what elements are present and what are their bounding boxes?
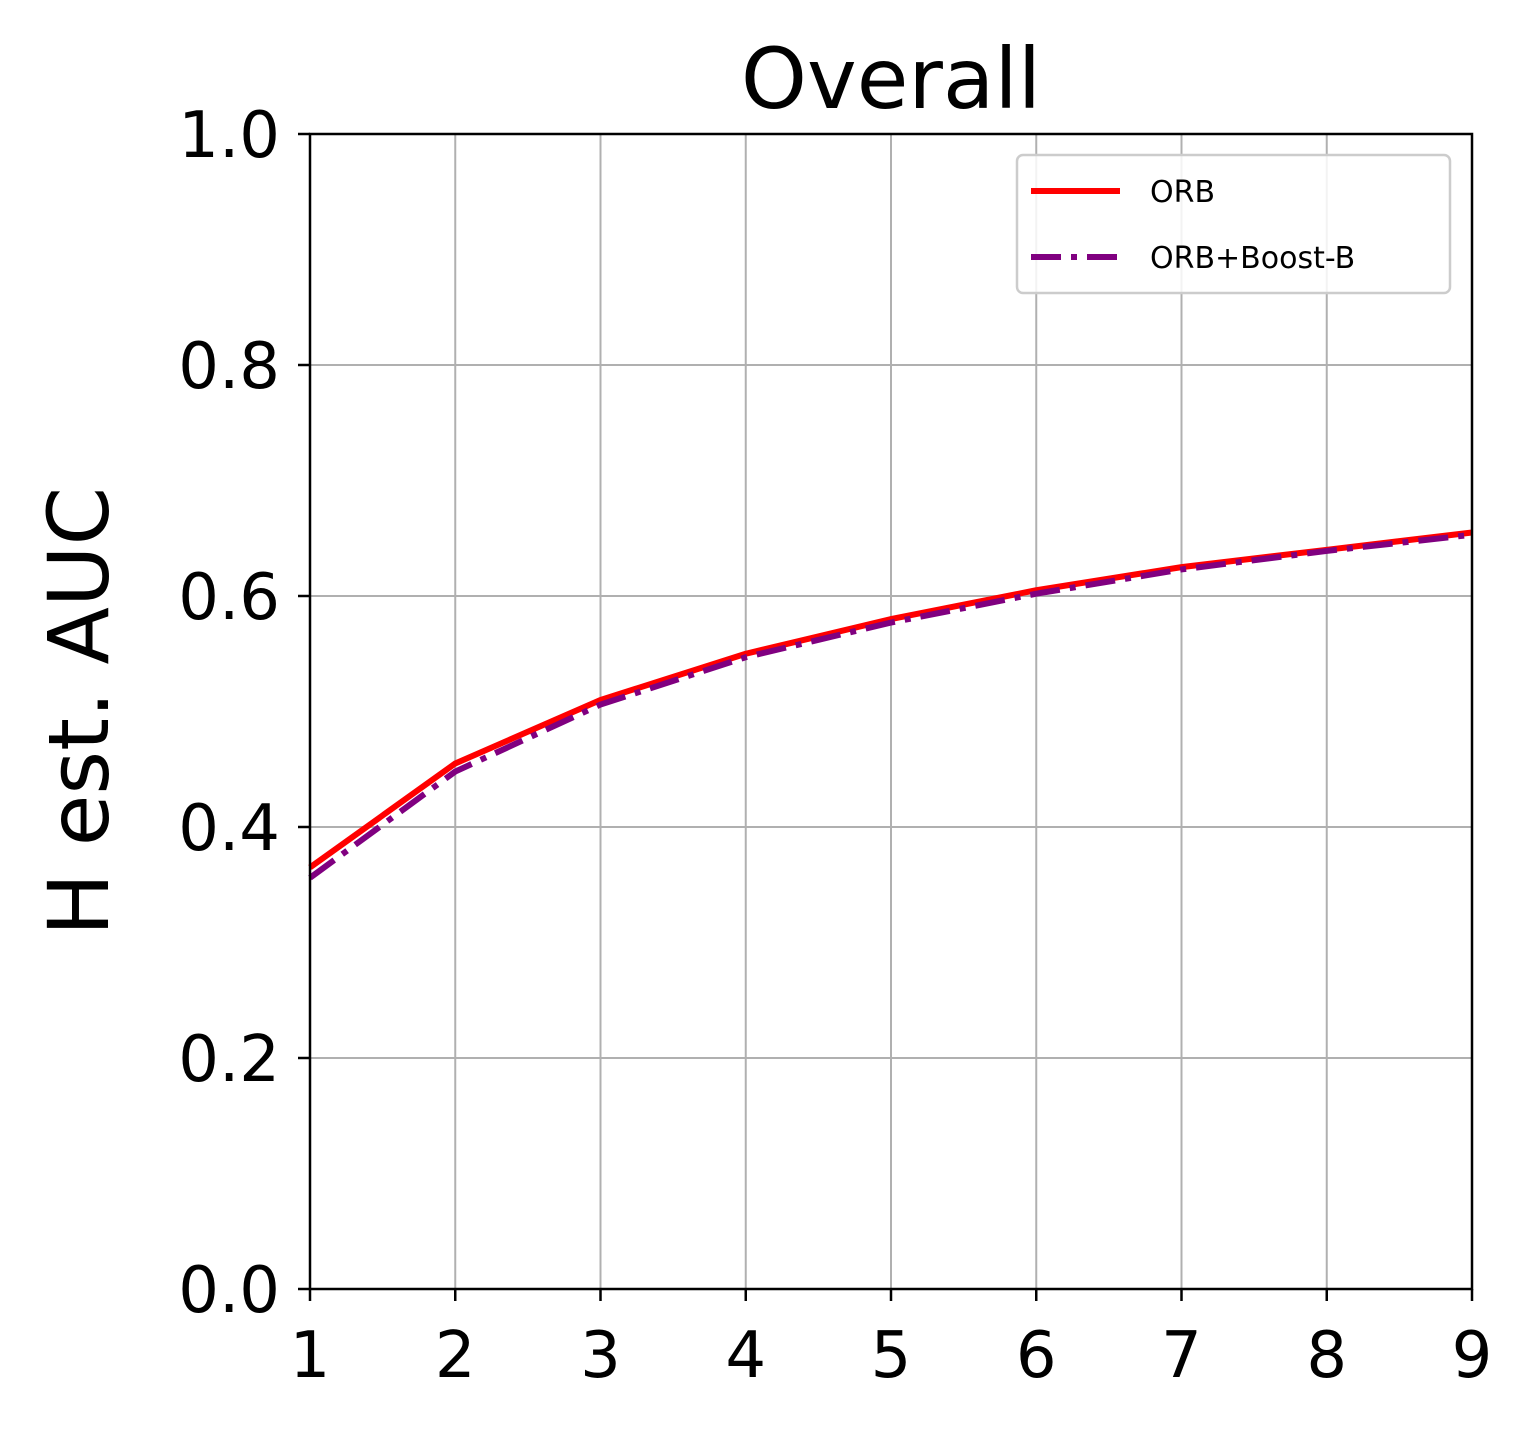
x-tick-label: 5	[871, 1319, 912, 1393]
y-tick-label: 0.0	[178, 1254, 280, 1328]
x-tick-label: 4	[725, 1319, 766, 1393]
y-tick-label: 0.2	[178, 1023, 280, 1097]
x-tick-label: 3	[580, 1319, 621, 1393]
x-tick-label: 8	[1306, 1319, 1347, 1393]
x-tick-label: 1	[290, 1319, 331, 1393]
chart-title: Overall	[741, 30, 1041, 128]
x-tick-label: 7	[1161, 1319, 1202, 1393]
y-tick-label: 0.6	[178, 561, 280, 635]
y-tick-label: 0.4	[178, 792, 280, 866]
x-tick-label: 9	[1452, 1319, 1493, 1393]
x-tick-label: 2	[435, 1319, 476, 1393]
y-axis-label: H est. AUC	[30, 487, 128, 936]
legend-label: ORB	[1150, 175, 1215, 210]
legend: ORB ORB+Boost-B	[1017, 155, 1450, 293]
legend-label: ORB+Boost-B	[1150, 241, 1355, 276]
x-tick-label: 6	[1016, 1319, 1057, 1393]
y-tick-label: 1.0	[178, 99, 280, 173]
y-tick-label: 0.8	[178, 330, 280, 404]
